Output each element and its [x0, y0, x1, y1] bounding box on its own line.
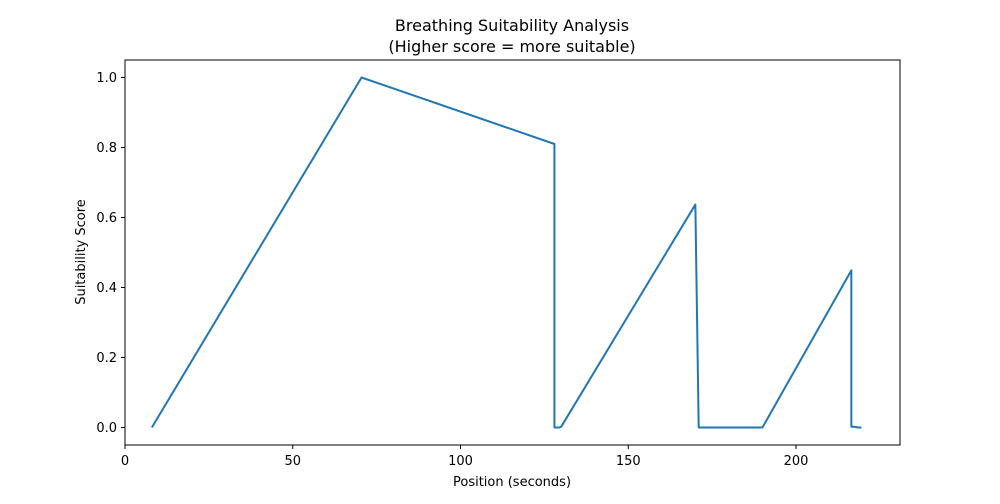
y-tick-label: 0.8 — [96, 141, 117, 156]
x-tick-label: 50 — [284, 454, 301, 469]
x-axis-ticks: 0 50 100 150 200 — [121, 445, 809, 469]
chart-title: Breathing Suitability Analysis — [395, 16, 629, 35]
y-tick-label: 0.4 — [96, 281, 117, 296]
y-tick-label: 0.2 — [96, 351, 117, 366]
y-tick-label: 0.0 — [96, 421, 117, 436]
chart-subtitle: (Higher score = more suitable) — [388, 37, 635, 56]
y-tick-label: 1.0 — [96, 71, 117, 86]
y-axis-label: Suitability Score — [74, 199, 89, 305]
plot-area: 0 50 100 150 200 0.0 0.2 0.4 0.6 0.8 1.0 — [96, 59, 901, 469]
y-axis-ticks: 0.0 0.2 0.4 0.6 0.8 1.0 — [96, 71, 125, 436]
suitability-score-line — [150, 76, 862, 429]
plot-frame — [124, 59, 901, 446]
x-tick-label: 200 — [784, 454, 809, 469]
x-axis-label: Position (seconds) — [453, 475, 571, 490]
x-tick-label: 100 — [448, 454, 473, 469]
y-tick-label: 0.6 — [96, 211, 117, 226]
x-tick-label: 0 — [121, 454, 129, 469]
x-tick-label: 150 — [616, 454, 641, 469]
